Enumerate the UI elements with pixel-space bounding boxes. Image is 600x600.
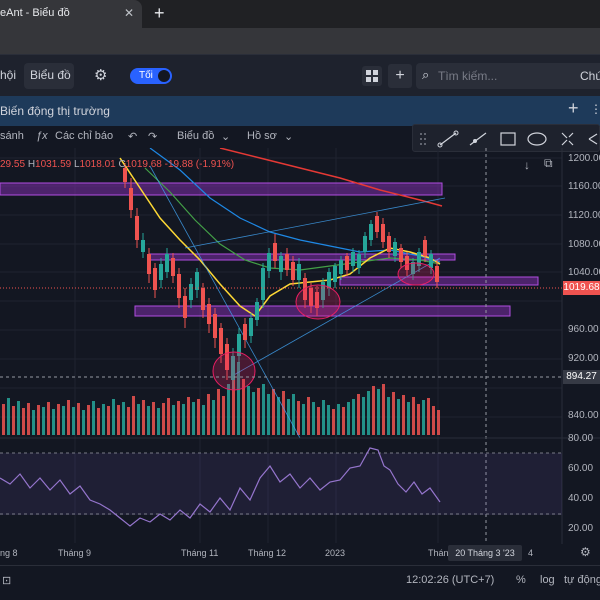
rsi-tick: 80.00 bbox=[568, 433, 594, 444]
nav-chart-button[interactable]: Biểu đồ bbox=[24, 63, 74, 89]
rsi-tick: 40.00 bbox=[568, 493, 594, 504]
chevron-down-icon: ⌄ bbox=[221, 131, 231, 143]
status-bar: ⊡ 12:02:26 (UTC+7) % log tự động bbox=[0, 565, 600, 600]
drag-handle-icon[interactable] bbox=[420, 133, 426, 145]
panel-add-icon[interactable]: + bbox=[568, 98, 579, 118]
ellipse-icon[interactable] bbox=[527, 132, 547, 146]
gear-icon[interactable]: ⚙ bbox=[94, 67, 108, 84]
legend-low: 1018.01 bbox=[79, 159, 116, 170]
current-price-badge: 1019.68 bbox=[563, 281, 600, 295]
browser-tab[interactable]: eAnt - Biểu đồ ✕ bbox=[0, 0, 142, 28]
price-tick: 1080.00 bbox=[568, 239, 600, 250]
rectangle-icon[interactable] bbox=[500, 132, 516, 146]
calendar-range-icon[interactable]: ⊡ bbox=[2, 575, 12, 587]
nav-chart-label: Biểu đồ bbox=[30, 68, 71, 82]
indicators-button[interactable]: Các chỉ báo bbox=[55, 130, 114, 142]
ohlc-legend: 29.55 H1031.59 L1018.01 C1019.68 -19.88 … bbox=[0, 159, 234, 170]
dock-icon[interactable]: ⧉ bbox=[544, 156, 553, 170]
function-icon: ƒx bbox=[36, 130, 48, 142]
browser-tab-strip: eAnt - Biểu đồ ✕ + bbox=[0, 0, 600, 28]
nav-community[interactable]: hội bbox=[0, 68, 17, 82]
browser-address-area bbox=[0, 28, 600, 54]
add-icon[interactable]: + bbox=[388, 64, 412, 88]
trend-line-icon[interactable] bbox=[437, 130, 459, 148]
price-tick: 1120.00 bbox=[568, 210, 600, 221]
theme-toggle[interactable]: Tối bbox=[130, 68, 172, 84]
time-label: Thán bbox=[428, 548, 449, 558]
price-chart[interactable] bbox=[0, 148, 600, 544]
toggle-knob bbox=[158, 70, 170, 82]
log-toggle[interactable]: log bbox=[540, 574, 555, 586]
legend-high-label: H bbox=[27, 159, 36, 170]
new-tab-icon[interactable]: + bbox=[154, 3, 165, 23]
time-label: 4 bbox=[528, 548, 534, 558]
more-icon[interactable]: ⋮ bbox=[590, 102, 600, 116]
panel-header: Biến động thị trường + ⋮ bbox=[0, 96, 600, 126]
profile-button[interactable]: Hồ sơ bbox=[247, 130, 277, 142]
price-tick: 1040.00 bbox=[568, 267, 600, 278]
legend-change: -19.88 (-1.91%) bbox=[164, 159, 235, 170]
rsi-tick: 20.00 bbox=[568, 523, 594, 534]
time-label: Tháng 11 bbox=[181, 548, 219, 558]
ray-icon[interactable] bbox=[469, 132, 487, 146]
panel-title: Biến động thị trường bbox=[0, 104, 110, 118]
undo-icon[interactable]: ↶ bbox=[128, 131, 138, 143]
price-tick: 1200.00 bbox=[568, 153, 600, 164]
legend-low-label: L bbox=[73, 159, 80, 170]
search-icon: ⌕ bbox=[422, 67, 430, 82]
auto-scale-toggle[interactable]: tự động bbox=[564, 574, 600, 586]
crosshair-date-badge: 20 Tháng 3 '23 bbox=[448, 545, 522, 561]
time-label: Tháng 9 bbox=[58, 548, 92, 558]
legend-close: 1019.68 bbox=[125, 159, 162, 170]
price-tick: 960.00 bbox=[568, 324, 599, 335]
clock-time[interactable]: 12:02:26 (UTC+7) bbox=[406, 574, 495, 586]
compare-button[interactable]: sánh bbox=[0, 130, 24, 142]
time-label: Tháng 12 bbox=[248, 548, 287, 558]
chart-type-button[interactable]: Biểu đồ bbox=[177, 130, 215, 142]
search-input[interactable]: ⌕ Tìm kiếm... Chú bbox=[416, 63, 600, 89]
legend-high: 1031.59 bbox=[35, 159, 72, 170]
expand-icon[interactable] bbox=[561, 132, 574, 146]
theme-toggle-label: Tối bbox=[139, 70, 153, 81]
app-header: hội Biểu đồ ⚙ Tối + ⌕ Tìm kiếm... Chú bbox=[0, 54, 600, 96]
legend-close-label: C bbox=[118, 159, 126, 170]
time-label: 2023 bbox=[325, 548, 346, 558]
percent-toggle[interactable]: % bbox=[516, 574, 526, 586]
search-right-label: Chú bbox=[580, 69, 600, 83]
redo-icon[interactable]: ↷ bbox=[148, 131, 158, 143]
settings-gear-icon[interactable]: ⚙ bbox=[580, 545, 591, 559]
price-tick: 840.00 bbox=[568, 410, 599, 421]
rsi-tick: 60.00 bbox=[568, 463, 594, 474]
chevron-down-icon: ⌄ bbox=[284, 131, 294, 143]
search-placeholder: Tìm kiếm... bbox=[438, 69, 498, 83]
legend-open: 29.55 bbox=[0, 159, 26, 170]
time-axis[interactable]: ng 8 Tháng 9 Tháng 11 Tháng 12 2023 Thán… bbox=[0, 544, 600, 562]
price-tick: 920.00 bbox=[568, 353, 599, 364]
layout-grid-icon[interactable] bbox=[362, 66, 382, 86]
browser-tab-title: eAnt - Biểu đồ bbox=[0, 7, 70, 19]
time-label: ng 8 bbox=[0, 548, 18, 558]
scroll-down-icon[interactable]: ↓ bbox=[524, 158, 530, 172]
close-icon[interactable]: ✕ bbox=[124, 6, 135, 20]
share-icon[interactable] bbox=[588, 133, 598, 145]
price-tick: 1160.00 bbox=[568, 181, 600, 192]
crosshair-price-badge: 894.27 bbox=[563, 370, 600, 384]
